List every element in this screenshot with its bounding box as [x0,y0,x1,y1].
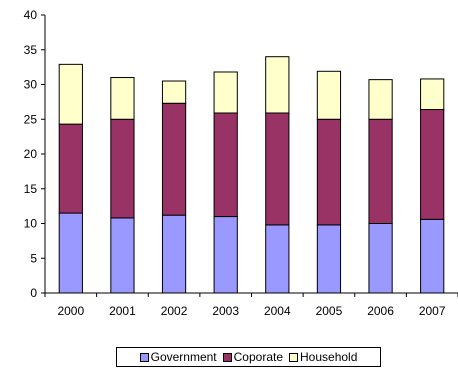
legend-item-coporate: Coporate [222,350,284,364]
bar-segment-household-2001 [110,77,135,120]
y-tick-label: 35 [24,43,38,57]
bar-segment-household-2000 [58,63,83,125]
bar-segment-household-2002 [161,80,187,104]
bar-segment-government-2002 [161,214,187,294]
bar-segment-government-2004 [265,224,290,294]
y-tick-label: 25 [24,112,38,126]
bar-segment-coporate-2003 [213,112,238,218]
bars [58,56,445,294]
bar-segment-government-2006 [368,223,393,294]
bar-segment-coporate-2002 [161,102,187,216]
bar-segment-household-2007 [420,78,445,111]
bar-segment-coporate-2000 [58,123,83,214]
legend-label-government: Government [150,350,217,364]
x-tick-label: 2000 [57,304,84,318]
bar-segment-coporate-2007 [420,109,445,220]
bar-segment-coporate-2005 [316,118,342,226]
y-tick-label: 20 [24,147,38,161]
legend-swatch-government [139,352,149,362]
y-tick-label: 10 [24,217,38,231]
bar-segment-government-2007 [420,218,445,294]
legend-label-household: Household [300,350,358,364]
bar-segment-household-2005 [316,70,342,120]
y-tick-label: 15 [24,182,38,196]
legend-swatch-coporate [222,352,232,362]
x-axis: 2000 2001 2002 2003 2004 2005 2006 2007 [44,292,458,318]
bar-segment-household-2003 [213,71,238,114]
bar-segment-government-2003 [213,216,238,294]
legend-label-coporate: Coporate [233,350,284,364]
y-tick-label: 5 [30,251,37,265]
bar-segment-government-2005 [316,224,342,294]
y-axis: 0 5 10 15 20 25 30 35 40 [24,8,46,300]
bar-segment-household-2006 [368,79,393,120]
y-tick-label: 30 [24,78,38,92]
bar-segment-coporate-2006 [368,118,393,224]
legend-swatch-household [289,352,299,362]
x-tick-label: 2001 [109,304,136,318]
x-tick-label: 2003 [212,304,239,318]
legend-item-household: Household [289,350,357,364]
y-tick-label: 0 [30,286,37,300]
x-tick-label: 2006 [367,304,394,318]
x-tick-label: 2004 [264,304,291,318]
x-tick-label: 2005 [316,304,343,318]
bar-segment-government-2000 [58,212,83,294]
bar-segment-coporate-2004 [265,112,290,226]
x-tick-label: 2002 [161,304,188,318]
y-tick-label: 40 [24,8,38,22]
bar-segment-household-2004 [265,56,290,114]
bar-segment-coporate-2001 [110,118,135,219]
x-tick-label: 2007 [419,304,446,318]
legend: Government Coporate Household [116,347,381,367]
legend-item-government: Government [139,350,217,364]
bar-segment-government-2001 [110,217,135,294]
